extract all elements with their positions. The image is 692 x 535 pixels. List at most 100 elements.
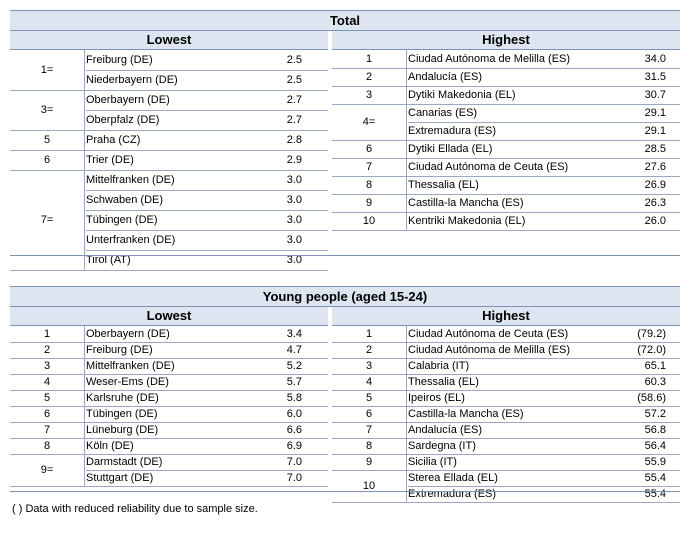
region-name: Extremadura (ES) xyxy=(408,488,497,500)
rate-value: 6.0 xyxy=(286,408,302,420)
group-divider xyxy=(332,422,680,423)
rate-value: 7.0 xyxy=(286,456,302,468)
region-name: Oberpfalz (DE) xyxy=(86,114,160,126)
region-name: Calabria (IT) xyxy=(408,360,470,372)
group-divider xyxy=(10,342,328,343)
table-row: Köln (DE) 6.9 xyxy=(10,438,328,454)
table-row: Thessalia (EL) 26.9 xyxy=(332,176,680,194)
region-name: Ciudad Autónoma de Melilla (ES) xyxy=(408,344,571,356)
region-name: Karlsruhe (DE) xyxy=(86,392,159,404)
rate-value: 2.5 xyxy=(286,74,302,86)
table-row: Weser-Ems (DE) 5.7 xyxy=(10,374,328,390)
region-name: Castilla-la Mancha (ES) xyxy=(408,408,524,420)
table-row: Castilla-la Mancha (ES) 26.3 xyxy=(332,194,680,212)
rate-value: 5.8 xyxy=(286,392,302,404)
rank-label: 1= xyxy=(40,64,54,76)
region-name: Canarias (ES) xyxy=(408,107,478,119)
rank-label: 9 xyxy=(365,197,373,209)
rate-value: 3.0 xyxy=(286,214,302,226)
rate-value: (72.0) xyxy=(637,344,666,356)
group-divider xyxy=(10,150,328,151)
young-lowest-list: 1 Oberbayern (DE) 3.4 2 Freiburg (DE) 4.7 3 Mit… xyxy=(10,326,328,490)
region-name: Trier (DE) xyxy=(86,154,134,166)
rate-value: 3.0 xyxy=(286,194,302,206)
group-divider xyxy=(332,194,680,195)
row-divider xyxy=(408,486,680,487)
group-divider xyxy=(332,406,680,407)
total-highest-list: 1 Ciudad Autónoma de Melilla (ES) 34.0 2 And… xyxy=(332,50,680,254)
table-row: Andalucía (ES) 56.8 xyxy=(332,422,680,438)
table-row: Sicilia (IT) 55.9 xyxy=(332,454,680,470)
column-divider xyxy=(84,50,85,270)
rank-label: 1 xyxy=(365,328,373,340)
table-row: Freiburg (DE) 2.5 xyxy=(10,50,328,70)
table-row: Lüneburg (DE) 6.6 xyxy=(10,422,328,438)
group-divider xyxy=(332,212,680,213)
rank-label: 6 xyxy=(365,408,373,420)
group-divider xyxy=(332,374,680,375)
region-name: Castilla-la Mancha (ES) xyxy=(408,197,524,209)
rank-label: 9 xyxy=(365,456,373,468)
region-name: Köln (DE) xyxy=(86,440,134,452)
column-divider xyxy=(84,326,85,486)
rate-value: 3.0 xyxy=(286,174,302,186)
region-name: Kentriki Makedonia (EL) xyxy=(408,215,526,227)
rank-label: 2 xyxy=(365,344,373,356)
rate-value: 3.0 xyxy=(286,234,302,246)
group-divider xyxy=(332,390,680,391)
rank-label: 4= xyxy=(362,116,376,128)
group-divider xyxy=(332,86,680,87)
region-name: Tübingen (DE) xyxy=(86,408,158,420)
rank-label: 7 xyxy=(365,424,373,436)
group-divider xyxy=(10,486,328,487)
group-divider xyxy=(10,390,328,391)
table-row: Unterfranken (DE) 3.0 xyxy=(10,230,328,250)
rate-value: 5.2 xyxy=(286,360,302,372)
rank-label: 2 xyxy=(365,71,373,83)
table-row: Canarias (ES) 29.1 xyxy=(332,104,680,122)
table-row: Sardegna (IT) 56.4 xyxy=(332,438,680,454)
table-row: Mittelfranken (DE) 3.0 xyxy=(10,170,328,190)
region-name: Praha (CZ) xyxy=(86,134,141,146)
table-row: Thessalia (EL) 60.3 xyxy=(332,374,680,390)
rate-value: 3.4 xyxy=(286,328,302,340)
rate-value: 30.7 xyxy=(644,89,666,101)
rank-label: 6 xyxy=(43,154,51,166)
region-name: Sterea Ellada (EL) xyxy=(408,472,498,484)
young-highest-header: Highest xyxy=(332,307,680,326)
region-name: Niederbayern (DE) xyxy=(86,74,178,86)
table-row: Ciudad Autónoma de Melilla (ES) 34.0 xyxy=(332,50,680,68)
young-table: Young people (aged 15-24) Lowest Highest… xyxy=(10,286,680,503)
young-title: Young people (aged 15-24) xyxy=(10,286,680,307)
rate-value: 26.3 xyxy=(644,197,666,209)
table-row: Stuttgart (DE) 7.0 xyxy=(10,470,328,486)
region-name: Ipeiros (EL) xyxy=(408,392,465,404)
rank-label: 7 xyxy=(43,424,51,436)
region-name: Extremadura (ES) xyxy=(408,125,497,137)
rank-label: 9= xyxy=(40,464,54,476)
region-name: Unterfranken (DE) xyxy=(86,234,176,246)
region-name: Weser-Ems (DE) xyxy=(86,376,169,388)
rate-value: 60.3 xyxy=(644,376,666,388)
row-divider xyxy=(86,230,328,231)
group-divider xyxy=(332,158,680,159)
table-row: Tübingen (DE) 6.0 xyxy=(10,406,328,422)
group-divider xyxy=(332,176,680,177)
rank-label: 3 xyxy=(365,360,373,372)
group-divider xyxy=(332,342,680,343)
rate-value: 65.1 xyxy=(644,360,666,372)
region-name: Dytiki Ellada (EL) xyxy=(408,143,493,155)
table-row: Trier (DE) 2.9 xyxy=(10,150,328,170)
group-divider xyxy=(10,170,328,171)
rank-label: 2 xyxy=(43,344,51,356)
group-divider xyxy=(10,90,328,91)
rank-label: 1 xyxy=(365,53,373,65)
group-divider xyxy=(332,140,680,141)
rate-value: 55.4 xyxy=(644,488,666,500)
group-divider xyxy=(332,358,680,359)
region-name: Dytiki Makedonia (EL) xyxy=(408,89,516,101)
footnote: ( ) Data with reduced reliability due to… xyxy=(12,503,258,515)
group-divider xyxy=(332,454,680,455)
region-name: Andalucía (ES) xyxy=(408,71,482,83)
table-row: Extremadura (ES) 55.4 xyxy=(332,486,680,502)
